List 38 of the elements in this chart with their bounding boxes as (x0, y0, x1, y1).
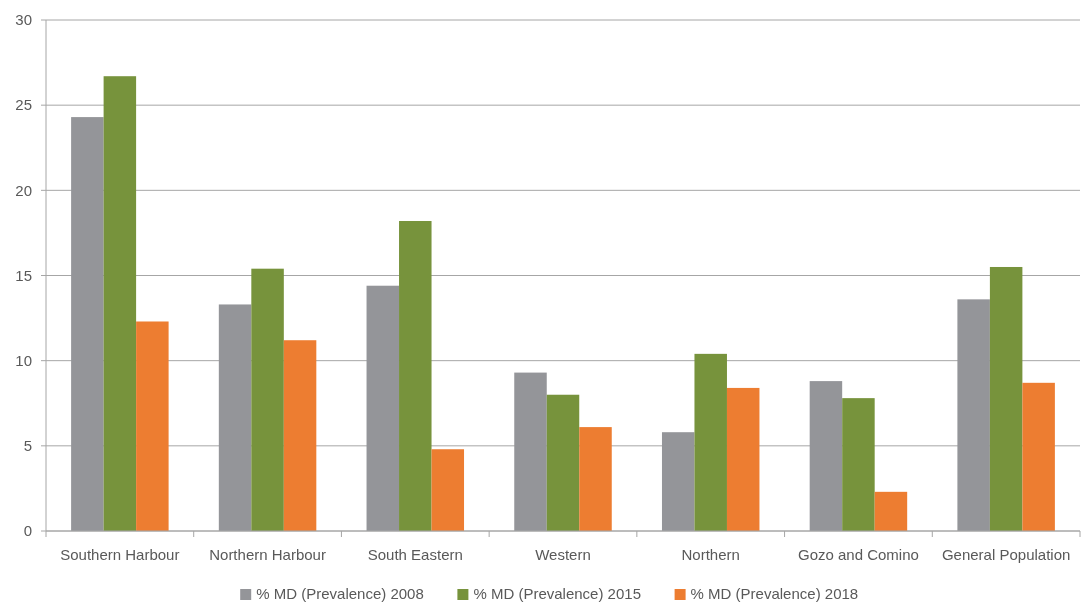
legend-label: % MD (Prevalence) 2015 (473, 585, 641, 602)
bar (1022, 382, 1055, 531)
x-tick-label: General Population (941, 546, 1071, 563)
bar (579, 427, 612, 531)
bar (71, 117, 104, 531)
legend-label: % MD (Prevalence) 2008 (256, 585, 424, 602)
y-tick-label: 0 (23, 522, 32, 540)
bar (842, 398, 875, 531)
bar (661, 432, 695, 531)
bar (366, 285, 400, 531)
bar (694, 353, 727, 531)
x-tick-label: South Eastern (367, 546, 463, 563)
legend-label: % MD (Prevalence) 2018 (690, 585, 859, 602)
bar (514, 372, 547, 531)
bar (431, 449, 465, 531)
bar (726, 387, 760, 531)
y-tick-label: 20 (15, 181, 32, 199)
x-tick-label: Gozo and Comino (797, 546, 919, 563)
bar (283, 340, 317, 531)
x-tick-label: Northern (681, 546, 740, 563)
bar (103, 76, 137, 531)
y-tick-label: 10 (15, 351, 32, 369)
y-tick-label: 30 (15, 11, 32, 29)
bar (957, 299, 990, 531)
bar (136, 321, 169, 531)
x-tick-label: Southern Harbour (60, 546, 180, 563)
bar (989, 266, 1023, 531)
bar (399, 220, 432, 531)
bar (546, 394, 580, 531)
y-tick-label: 5 (23, 437, 32, 455)
bar (218, 304, 252, 531)
y-tick-label: 25 (15, 96, 32, 114)
x-tick-label: Northern Harbour (209, 546, 326, 563)
x-tick-label: Western (535, 546, 591, 563)
bar (874, 491, 908, 531)
bar (809, 381, 843, 531)
y-tick-label: 15 (15, 266, 32, 284)
bar (251, 268, 284, 531)
